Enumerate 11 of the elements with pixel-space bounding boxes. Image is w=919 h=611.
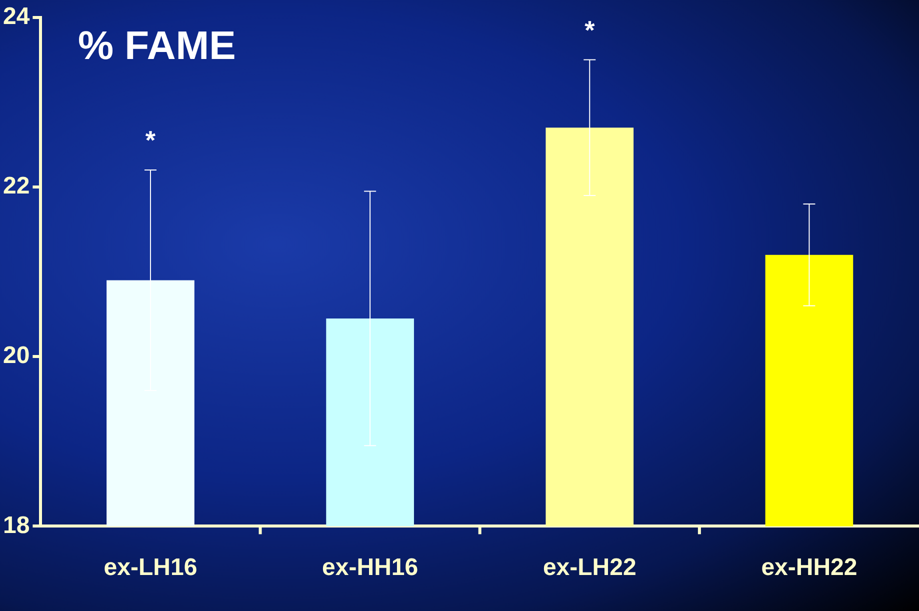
annotation: * <box>584 14 596 45</box>
y-tick-label: 24 <box>2 3 30 30</box>
x-tick-label: ex-HH16 <box>322 554 418 582</box>
y-tick-label: 22 <box>2 172 30 200</box>
y-axis-title: % FAME <box>78 24 236 69</box>
y-tick-label: 20 <box>2 342 30 370</box>
x-tick-label: ex-LH16 <box>104 554 198 582</box>
annotation: * <box>145 125 156 156</box>
x-tick-label: ex-LH22 <box>542 554 636 582</box>
y-tick-label: 18 <box>2 512 30 539</box>
x-tick-label: ex-HH22 <box>761 554 858 582</box>
